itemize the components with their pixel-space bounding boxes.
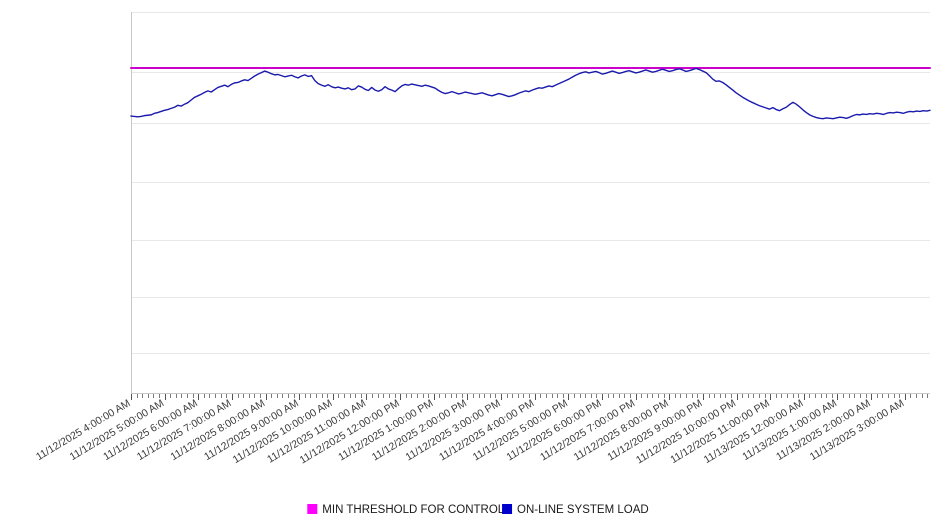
legend-label: MIN THRESHOLD FOR CONTROL xyxy=(322,504,504,516)
legend-label: ON-LINE SYSTEM LOAD xyxy=(517,504,649,516)
legend-swatch-icon xyxy=(502,504,513,514)
legend-item[interactable]: ON-LINE SYSTEM LOAD xyxy=(502,504,649,516)
legend-swatch-icon xyxy=(307,504,318,514)
x-axis-ticks xyxy=(131,394,928,400)
legend-item[interactable]: MIN THRESHOLD FOR CONTROL xyxy=(307,504,505,516)
series-on-line-system-load xyxy=(130,67,931,120)
y-gridlines xyxy=(131,12,930,394)
plot-background xyxy=(131,12,930,393)
load-line xyxy=(130,67,931,120)
chart-legend: MIN THRESHOLD FOR CONTROL ON-LINE SYSTEM … xyxy=(307,504,649,516)
